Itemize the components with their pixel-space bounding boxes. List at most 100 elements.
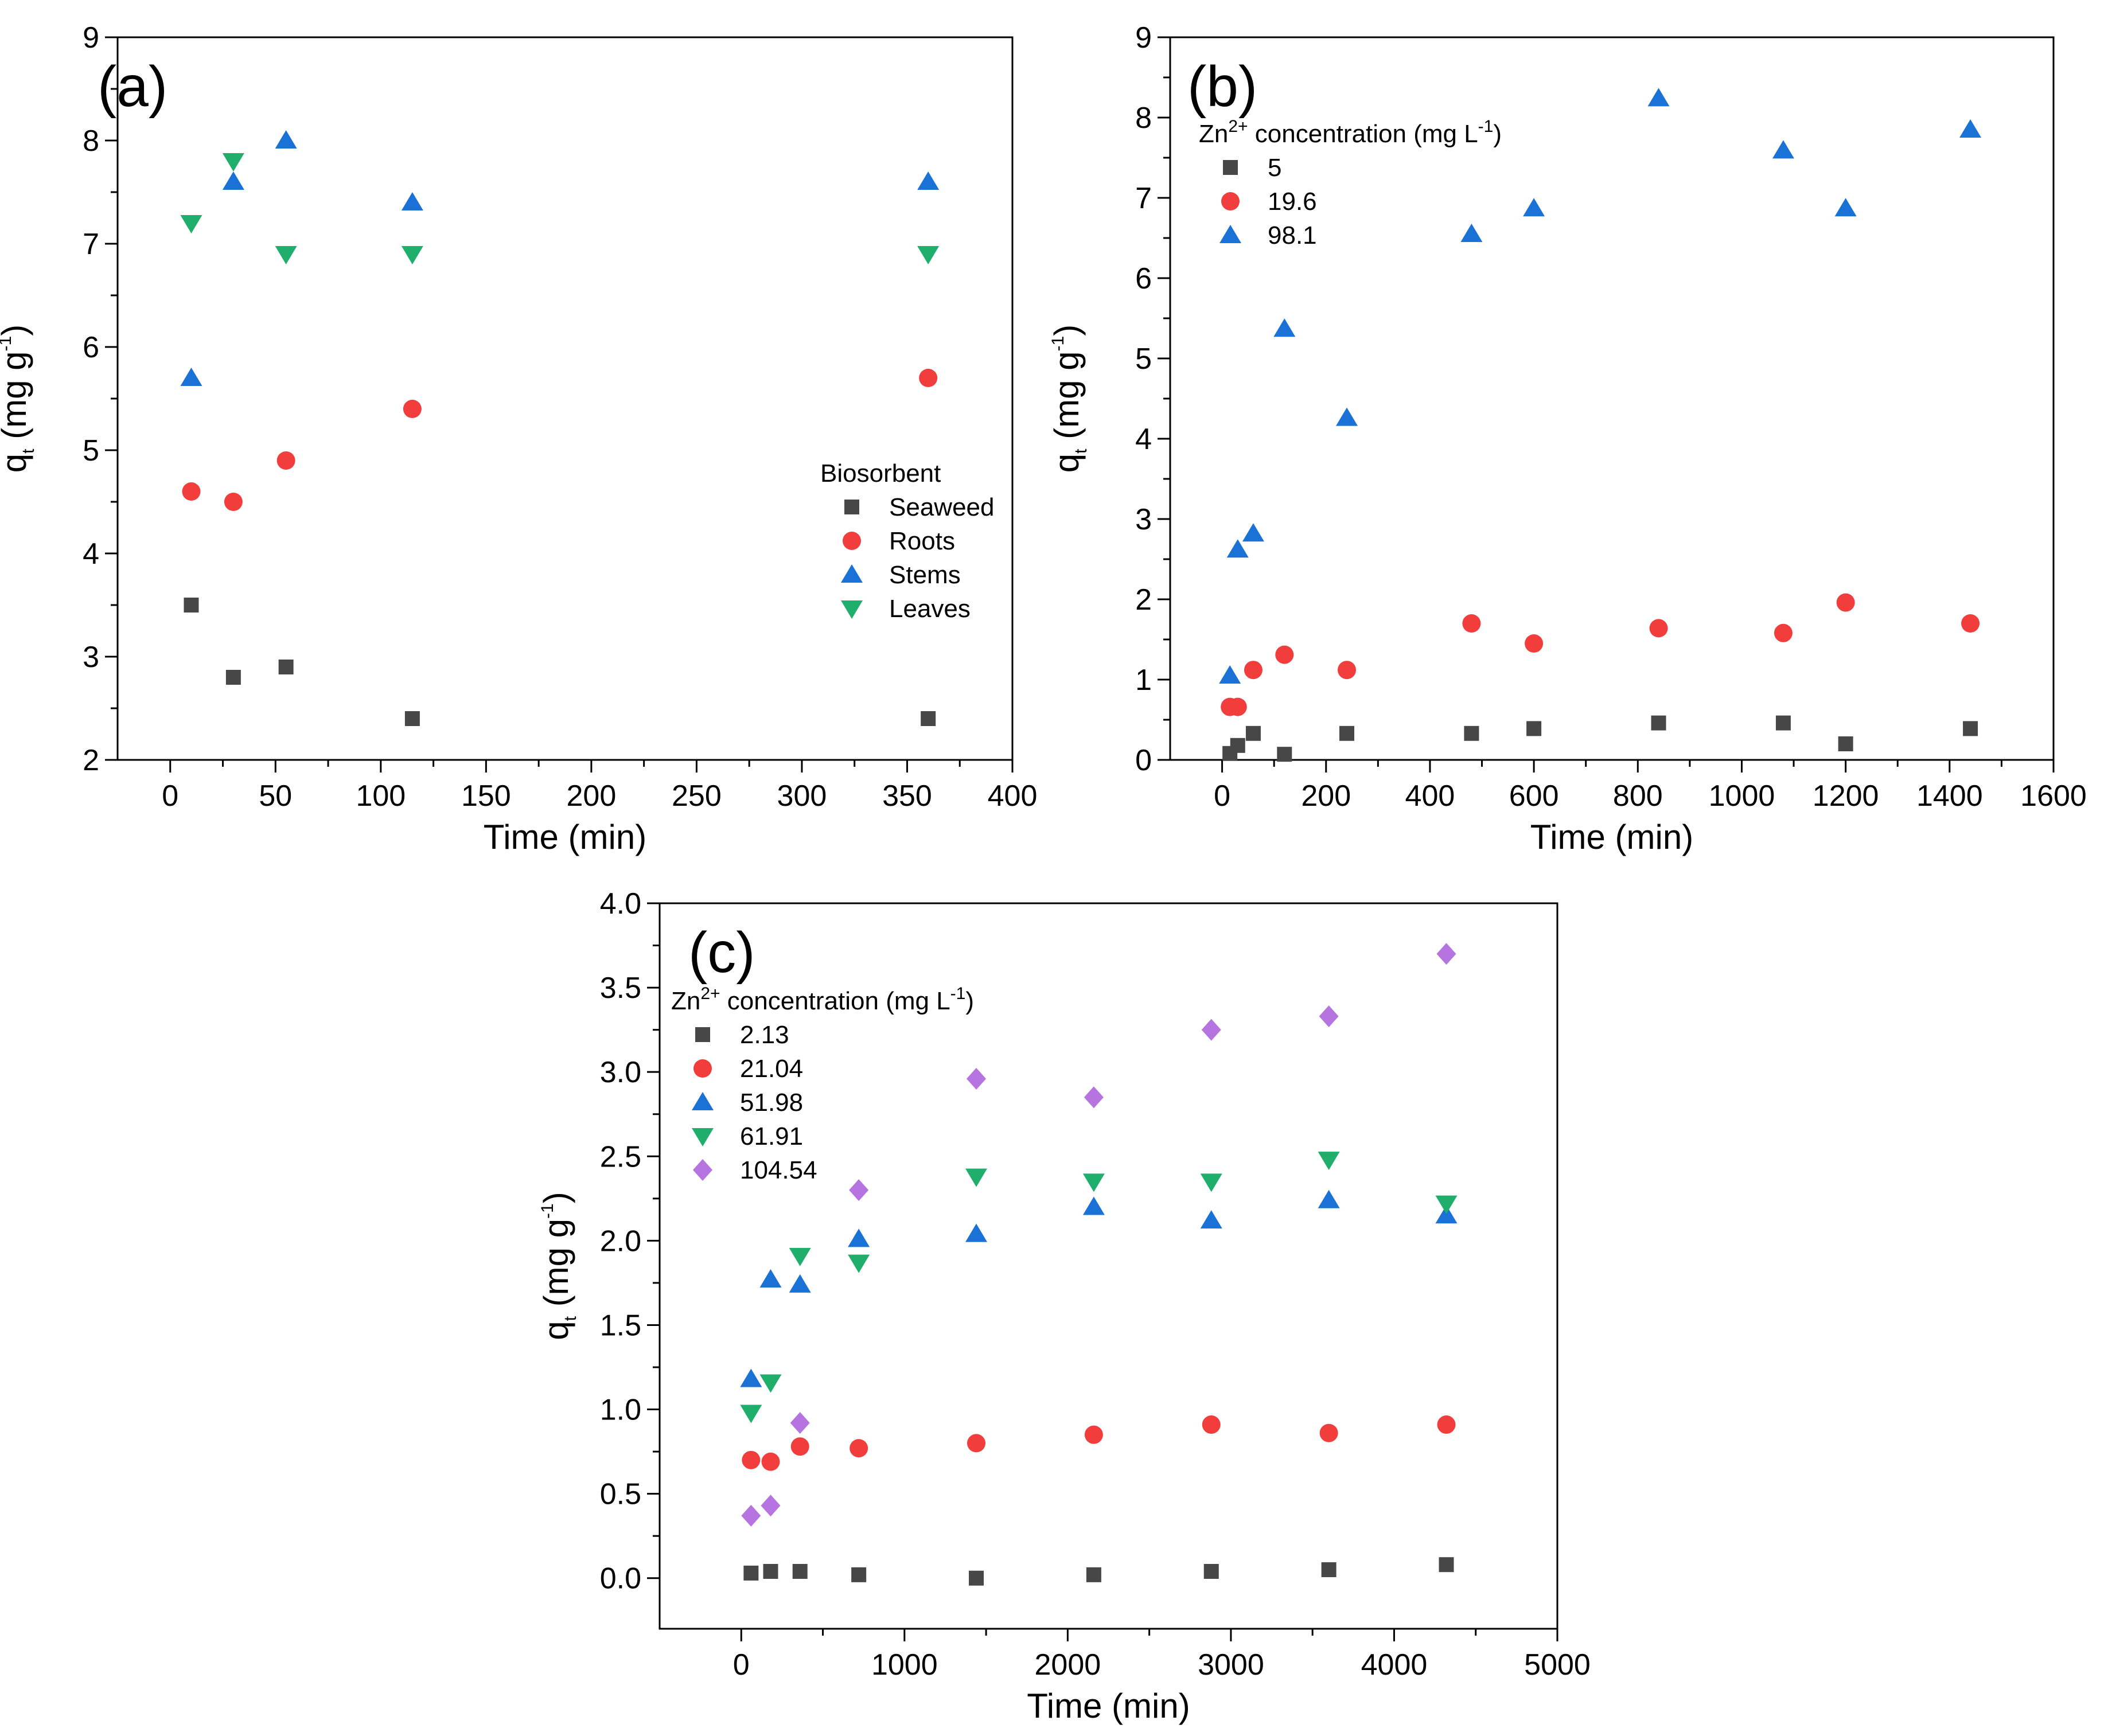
data-point (849, 1179, 869, 1201)
data-point (1651, 715, 1666, 731)
x-tick-label: 1200 (1813, 779, 1879, 813)
x-tick-label: 300 (777, 779, 827, 813)
data-point (969, 1570, 984, 1586)
data-point (182, 482, 201, 501)
data-point (1321, 1562, 1337, 1578)
legend-marker (692, 1092, 714, 1110)
data-point (224, 493, 243, 511)
legend: Biosorbent Seaweed Roots Stems Leaves (820, 459, 994, 623)
series-21.04 (742, 1415, 1456, 1471)
data-point (792, 1563, 808, 1579)
data-point (1525, 634, 1544, 653)
plot-frame (116, 36, 1014, 761)
y-axis-title: qt (mg g-1) (0, 325, 38, 473)
series-Roots (182, 369, 938, 511)
x-tick-label: 1600 (2020, 779, 2087, 813)
data-point (1230, 738, 1245, 753)
x-tick-label: 0 (1214, 779, 1230, 813)
data-point (1200, 1173, 1222, 1192)
data-point (789, 1247, 811, 1266)
series-2.13 (743, 1557, 1454, 1586)
legend-marker (843, 532, 861, 550)
data-point (1086, 1567, 1101, 1582)
legend-title: Zn2+ concentration (mg L-1) (1199, 117, 1502, 148)
data-point (275, 246, 297, 264)
data-point (1774, 623, 1793, 642)
data-point (851, 1567, 867, 1582)
data-point (763, 1563, 778, 1579)
legend-label: 61.91 (740, 1122, 803, 1150)
data-point (1318, 1152, 1340, 1171)
y-tick-label: 6 (83, 331, 99, 364)
series-104.54 (741, 943, 1456, 1527)
y-tick-label: 3.0 (600, 1056, 641, 1089)
y-axis-title: qt (mg g-1) (537, 1192, 580, 1340)
data-point (1338, 661, 1356, 680)
data-point (222, 171, 244, 190)
y-tick-label: 1.0 (600, 1394, 641, 1427)
y-tick-label: 3 (83, 641, 99, 674)
x-tick-label: 600 (1509, 779, 1559, 813)
series-98.1 (1219, 88, 1982, 684)
y-tick-label: 1.5 (600, 1309, 641, 1342)
data-point (740, 1368, 762, 1387)
y-tick-label: 2 (1135, 583, 1152, 617)
x-tick-label: 4000 (1361, 1648, 1428, 1682)
y-tick-label: 6 (1135, 262, 1152, 295)
legend-label: Stems (889, 561, 961, 589)
legend-label: 5 (1268, 154, 1281, 182)
plot-frame (658, 902, 1558, 1630)
y-tick-label: 2.0 (600, 1224, 641, 1258)
y-tick-label: 4.0 (600, 887, 641, 920)
data-point (180, 368, 202, 386)
x-tick-label: 50 (259, 779, 292, 813)
legend-label: 2.13 (740, 1021, 789, 1049)
panel-b: 0 200 400 600 800 1000 1200 1400 1600 0 1 2 3 4 5 6 7 8 9 T… (1047, 21, 2087, 856)
legend: Zn2+ concentration (mg L-1) 5 19.6 98.1 (1199, 117, 1502, 249)
legend-label: 21.04 (740, 1055, 803, 1083)
data-point (1959, 119, 1982, 138)
data-point (1961, 614, 1980, 633)
y-tick-label: 0.5 (600, 1478, 641, 1511)
x-tick-label: 400 (1405, 779, 1455, 813)
data-point (1084, 1425, 1103, 1444)
x-tick-label: 0 (162, 779, 178, 813)
series-Stems (180, 130, 940, 386)
data-point (741, 1504, 761, 1527)
series-Leaves (180, 153, 940, 264)
data-point (742, 1450, 761, 1469)
data-point (917, 246, 940, 264)
data-point (401, 192, 423, 210)
data-point (222, 153, 244, 171)
data-point (789, 1274, 811, 1293)
x-tick-label: 800 (1613, 779, 1663, 813)
data-point (917, 171, 940, 190)
data-point (761, 1495, 781, 1517)
y-tick-label: 7 (83, 228, 99, 261)
legend-label: Leaves (889, 595, 971, 623)
data-point (1647, 88, 1670, 107)
data-point (1318, 1189, 1340, 1208)
data-point (848, 1228, 870, 1247)
y-tick-label: 2.5 (600, 1140, 641, 1173)
data-point (790, 1412, 810, 1434)
y-tick-label: 3.5 (600, 972, 641, 1005)
data-point (1836, 593, 1855, 612)
x-axis-title: Time (min) (1027, 1687, 1190, 1725)
data-point (761, 1452, 780, 1471)
y-tick-label: 0.0 (600, 1562, 641, 1595)
legend: Zn2+ concentration (mg L-1) 2.13 21.04 51.9… (671, 984, 974, 1184)
data-point (1226, 539, 1249, 558)
data-point (1319, 1423, 1338, 1442)
x-tick-label: 1400 (1916, 779, 1983, 813)
y-axis-title: qt (mg g-1) (1047, 325, 1090, 473)
series-5 (1222, 715, 1978, 762)
legend-marker (1221, 192, 1240, 210)
x-tick-label: 1000 (1709, 779, 1775, 813)
legend-marker (841, 564, 863, 583)
panel-a: 0 50 100 150 200 250 300 350 400 2 3 4 5 6 7 8 9 Time (mi… (0, 21, 1037, 856)
y-tick-label: 4 (83, 537, 99, 571)
data-point (965, 1168, 988, 1187)
data-point (401, 246, 423, 264)
legend-marker (841, 600, 863, 619)
